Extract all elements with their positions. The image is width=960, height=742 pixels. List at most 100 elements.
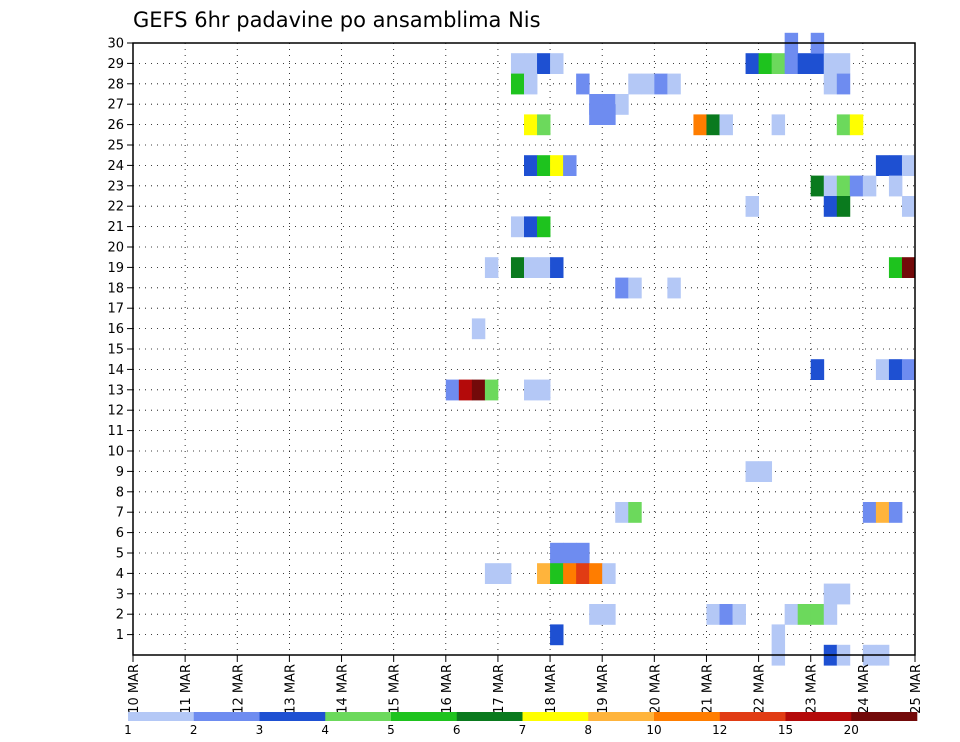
y-tick-label: 7 [116, 506, 124, 521]
data-cell [823, 53, 838, 74]
data-cell [628, 73, 642, 95]
data-cell [537, 216, 551, 238]
data-cell [823, 604, 838, 625]
data-cell [862, 502, 877, 523]
data-cell [810, 53, 825, 74]
data-cell [901, 196, 916, 217]
data-cell [550, 155, 564, 176]
y-tick-label: 10 [107, 445, 124, 460]
x-tick-label: 24 MAR [857, 664, 872, 714]
data-cell [797, 53, 812, 74]
y-tick-label: 3 [116, 587, 124, 602]
legend-label: 10 [646, 723, 661, 737]
data-cell [888, 502, 903, 523]
legend-swatch [391, 712, 458, 721]
data-cell [849, 175, 864, 197]
data-cell [836, 583, 851, 605]
data-cell [550, 542, 564, 564]
y-tick-label: 6 [116, 526, 124, 541]
data-cell [862, 175, 877, 197]
data-cell [836, 114, 851, 136]
data-cell [823, 583, 838, 605]
data-cell [576, 563, 590, 584]
x-tick-label: 17 MAR [492, 664, 507, 714]
data-cell [888, 155, 903, 176]
x-tick-label: 19 MAR [596, 664, 611, 714]
data-cell [550, 53, 564, 74]
data-cell [589, 563, 603, 584]
x-tick-label: 10 MAR [127, 664, 142, 714]
y-tick-label: 19 [107, 261, 124, 276]
data-cell [458, 379, 473, 401]
data-cell [484, 257, 499, 278]
data-cell [471, 379, 486, 401]
legend-swatch [456, 712, 523, 721]
legend-label: 3 [256, 723, 264, 737]
data-cells [445, 32, 916, 666]
data-cell [823, 196, 838, 217]
data-cell [537, 114, 551, 136]
x-tick-label: 21 MAR [700, 664, 715, 714]
y-tick-label: 18 [107, 281, 124, 296]
data-cell [745, 53, 759, 74]
y-tick-label: 2 [116, 608, 124, 623]
legend-label: 4 [321, 723, 329, 737]
legend-label: 5 [387, 723, 395, 737]
data-cell [836, 53, 851, 74]
data-cell [810, 604, 825, 625]
data-cell [849, 114, 864, 136]
legend-swatch [719, 712, 786, 721]
data-cell [901, 257, 916, 278]
data-cell [510, 257, 525, 278]
data-cell [836, 196, 851, 217]
data-cell [484, 563, 499, 584]
data-cell [589, 104, 603, 125]
data-cell [719, 114, 733, 136]
data-cell [810, 359, 825, 380]
y-tick-label: 25 [107, 139, 124, 154]
legend-label: 20 [844, 723, 859, 737]
data-cell [615, 94, 629, 115]
data-cell [524, 257, 538, 278]
data-cell [497, 563, 512, 584]
data-cell [615, 502, 629, 523]
legend-label: 8 [584, 723, 592, 737]
legend-label: 12 [712, 723, 727, 737]
data-cell [589, 604, 603, 625]
data-cell [667, 277, 681, 299]
data-cell [797, 604, 812, 625]
data-cell [693, 114, 707, 136]
data-cell [901, 155, 916, 176]
y-tick-label: 20 [107, 241, 124, 256]
data-cell [602, 563, 616, 584]
y-tick-label: 14 [107, 363, 124, 378]
y-tick-label: 8 [116, 485, 124, 500]
data-cell [784, 604, 799, 625]
data-cell [771, 114, 786, 136]
legend-label: 2 [190, 723, 198, 737]
x-tick-label: 25 MAR [909, 664, 924, 714]
x-tick-label: 20 MAR [648, 664, 663, 714]
y-tick-label: 29 [107, 57, 124, 72]
data-cell [537, 257, 551, 278]
data-cell [471, 318, 486, 340]
y-tick-label: 22 [107, 200, 124, 215]
data-cell [602, 104, 616, 125]
x-tick-label: 23 MAR [805, 664, 820, 714]
legend: 1 2 3 4 5 6 7 8 10 12 15 20 [124, 712, 918, 737]
data-cell [628, 502, 642, 523]
data-cell [732, 604, 746, 625]
y-tick-label: 30 [107, 37, 124, 52]
y-tick-label: 11 [107, 424, 124, 439]
y-tick-label: 5 [116, 547, 124, 562]
legend-swatch [193, 712, 260, 721]
data-cell [537, 563, 551, 584]
legend-swatch [785, 712, 852, 721]
data-cell [550, 624, 564, 646]
data-cell [550, 563, 564, 584]
data-cell [537, 155, 551, 176]
x-tick-label: 15 MAR [388, 664, 403, 714]
x-axis: 10 MAR 11 MAR 12 MAR 13 MAR 14 MAR 15 MAR 16 M… [127, 655, 924, 714]
data-cell [745, 461, 759, 482]
